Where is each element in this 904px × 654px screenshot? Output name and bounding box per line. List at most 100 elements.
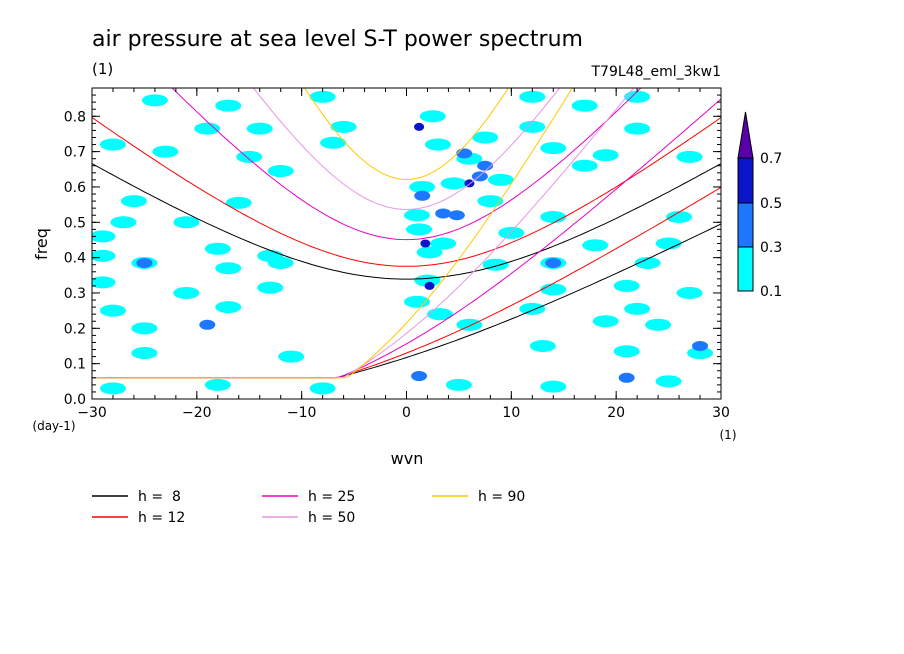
power-blob <box>448 210 465 221</box>
power-blob <box>141 94 168 107</box>
chart-subtitle-right: T79L48_eml_3kw1 <box>591 64 722 80</box>
power-blob <box>92 230 116 243</box>
chart-title: air pressure at sea level S-T power spec… <box>92 27 583 52</box>
power-blob <box>120 195 147 208</box>
power-blob <box>545 257 562 268</box>
power-blob <box>472 131 499 144</box>
y-tick-label: 0.0 <box>64 392 86 408</box>
legend-label: h = 50 <box>308 510 355 526</box>
power-blob <box>477 195 504 208</box>
dispersion-curve-upper <box>304 88 509 181</box>
power-blob <box>571 99 598 112</box>
power-blob <box>173 216 200 229</box>
dispersion-curve-lower <box>92 88 573 379</box>
y-tick-label: 0.3 <box>64 286 86 302</box>
y-tick-label: 0.2 <box>64 321 86 337</box>
power-blob <box>456 148 473 159</box>
power-blob <box>645 318 672 331</box>
power-blob <box>225 196 252 209</box>
power-blob <box>131 347 158 360</box>
power-blob <box>403 209 430 222</box>
y-tick-label: 0.7 <box>64 145 86 161</box>
power-blob <box>618 372 635 383</box>
power-blob <box>529 339 556 352</box>
power-blob <box>131 322 158 335</box>
power-blob <box>519 120 546 133</box>
power-blob <box>655 375 682 388</box>
power-blob <box>204 378 231 391</box>
dispersion-curve-upper <box>171 88 642 241</box>
power-blob <box>571 159 598 172</box>
power-blob <box>687 347 714 360</box>
power-blob <box>420 239 431 248</box>
power-blob <box>215 262 242 275</box>
power-blob <box>435 208 452 219</box>
power-blob <box>592 315 619 328</box>
power-blob <box>676 150 703 163</box>
power-blob <box>424 281 435 290</box>
x-tick-label: 30 <box>712 405 730 421</box>
y-tick-label: 0.8 <box>64 109 86 125</box>
power-blob <box>257 281 284 294</box>
power-blob <box>320 136 347 149</box>
y-axis-unit: (day-1) <box>32 419 75 433</box>
power-blob <box>430 237 457 250</box>
power-blob <box>152 145 179 158</box>
power-blob <box>409 180 436 193</box>
power-blob <box>267 165 294 178</box>
x-axis-unit: (1) <box>720 428 737 442</box>
power-blob <box>540 142 567 155</box>
power-blob <box>194 122 221 135</box>
power-blob <box>309 90 336 103</box>
legend-label: h = 25 <box>308 489 355 505</box>
y-tick-label: 0.4 <box>64 251 86 267</box>
power-blob <box>92 276 116 289</box>
power-blob <box>582 239 609 252</box>
power-blob <box>540 380 567 393</box>
power-blob <box>540 210 567 223</box>
power-blob <box>592 149 619 162</box>
power-blob <box>246 122 273 135</box>
power-blob <box>424 138 451 151</box>
legend-label: h = 8 <box>138 489 181 505</box>
power-blob <box>411 371 428 382</box>
power-blob <box>456 318 483 331</box>
power-blob <box>99 304 126 317</box>
x-tick-label: 0 <box>402 405 411 421</box>
power-blob <box>427 308 454 321</box>
power-blob <box>692 340 709 351</box>
power-blob <box>624 122 651 135</box>
dispersion-curve-upper <box>92 117 721 267</box>
power-blob <box>99 138 126 151</box>
colorbar-label: 0.7 <box>760 151 782 167</box>
colorbar-arrow <box>737 111 754 159</box>
power-blob <box>204 242 231 255</box>
power-blob <box>406 223 433 236</box>
power-blob <box>613 279 640 292</box>
power-blob <box>655 237 682 250</box>
power-blob <box>676 286 703 299</box>
y-tick-label: 0.5 <box>64 215 86 231</box>
power-blob <box>419 110 446 123</box>
x-axis-label: wvn <box>391 449 424 468</box>
y-tick-label: 0.6 <box>64 180 86 196</box>
y-tick-label: 0.1 <box>64 357 86 373</box>
chart-subtitle-left: (1) <box>92 60 113 78</box>
power-blob <box>666 210 693 223</box>
power-blob <box>173 286 200 299</box>
legend-label: h = 90 <box>478 489 525 505</box>
power-blob <box>634 256 661 269</box>
power-blob <box>278 350 305 363</box>
power-blob <box>99 382 126 395</box>
power-blob <box>624 90 651 103</box>
power-blob <box>414 190 431 201</box>
power-blob <box>236 150 263 163</box>
power-blob <box>330 120 357 133</box>
colorbar-label: 0.5 <box>760 196 782 212</box>
colorbar-label: 0.1 <box>760 284 782 300</box>
plot-area <box>92 88 721 399</box>
x-tick-label: −30 <box>77 405 107 421</box>
power-blob <box>498 226 525 239</box>
legend-label: h = 12 <box>138 510 185 526</box>
